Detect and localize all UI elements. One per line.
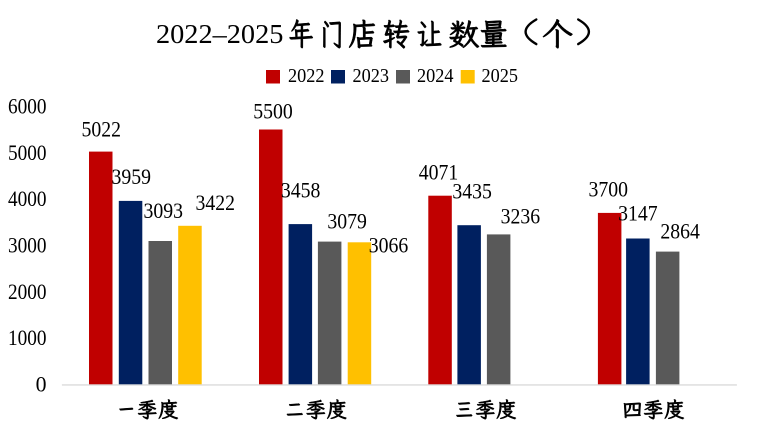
svg-text:1000: 1000: [8, 326, 47, 350]
svg-text:2024: 2024: [417, 65, 454, 87]
svg-text:2022–2025: 2022–2025: [156, 19, 283, 49]
svg-text:3000: 3000: [8, 234, 47, 258]
svg-text:3236: 3236: [501, 203, 541, 228]
svg-text:3079: 3079: [327, 209, 367, 234]
svg-text:2864: 2864: [660, 219, 700, 244]
svg-text:2000: 2000: [8, 280, 47, 304]
svg-text:5022: 5022: [82, 116, 122, 141]
svg-text:3066: 3066: [369, 233, 409, 258]
svg-text:2025: 2025: [482, 65, 519, 87]
svg-text:2022: 2022: [288, 65, 325, 87]
svg-text:4071: 4071: [419, 159, 459, 184]
svg-text:3458: 3458: [281, 177, 321, 202]
svg-text:6000: 6000: [8, 95, 47, 119]
svg-text:3959: 3959: [112, 164, 152, 189]
svg-text:3435: 3435: [452, 179, 492, 204]
svg-text:3422: 3422: [195, 190, 235, 215]
svg-text:3700: 3700: [588, 176, 628, 201]
svg-text:2023: 2023: [353, 65, 390, 87]
svg-text:5000: 5000: [8, 141, 47, 165]
svg-text:0: 0: [36, 373, 47, 397]
svg-text:5500: 5500: [253, 98, 293, 123]
svg-text:3093: 3093: [144, 198, 184, 223]
svg-text:3147: 3147: [618, 201, 658, 226]
svg-text:4000: 4000: [8, 187, 47, 211]
